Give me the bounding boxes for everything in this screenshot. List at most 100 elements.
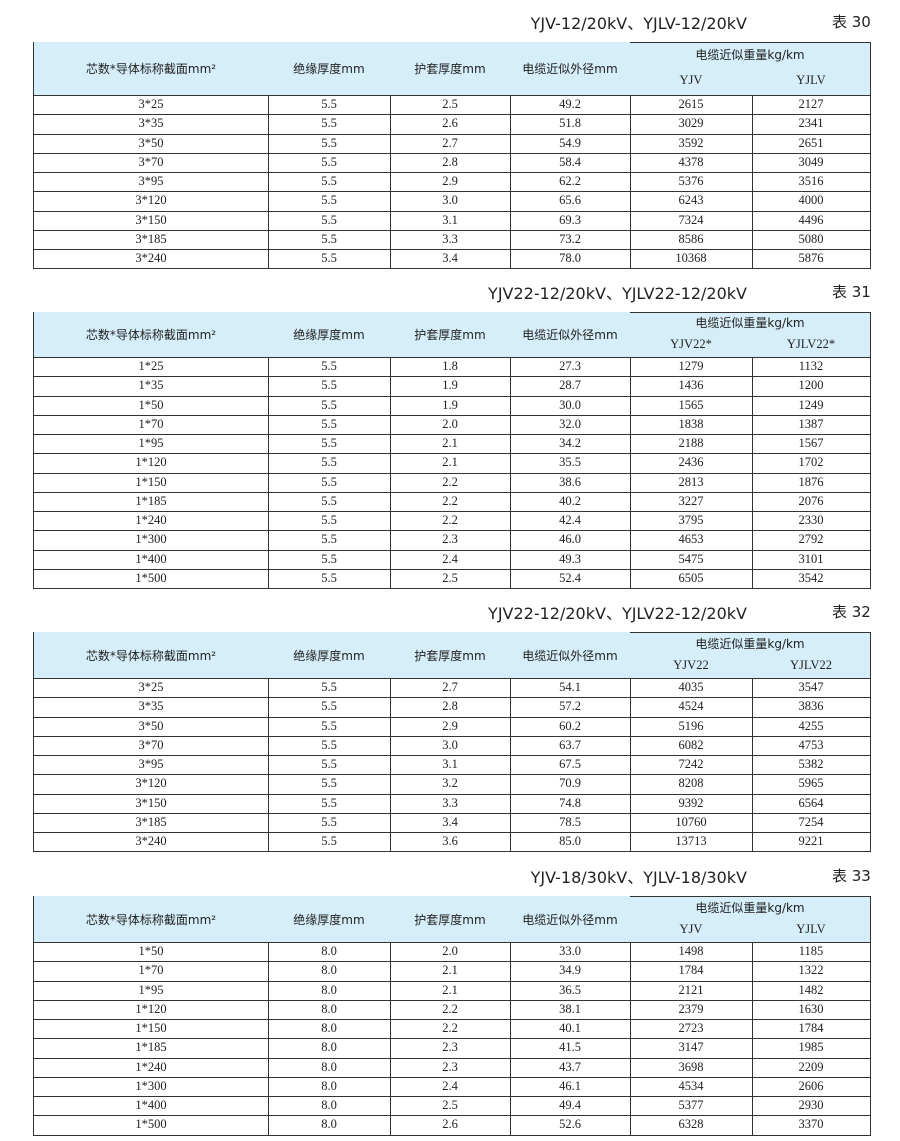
data-cell: 3795 [630, 511, 753, 532]
data-cell: 3*240 [33, 249, 269, 270]
data-cell: 78.5 [510, 812, 631, 833]
data-cell: 2341 [752, 114, 871, 135]
data-cell: 8.0 [268, 1115, 391, 1136]
data-cell: 1*70 [33, 414, 269, 435]
data-cell: 52.4 [510, 568, 631, 589]
table-title: YJV22-12/20kV、YJLV22-12/20kV [488, 604, 747, 623]
data-cell: 1*300 [33, 1076, 269, 1097]
data-cell: 60.2 [510, 716, 631, 737]
data-cell: 1*50 [33, 395, 269, 416]
data-cell: 54.1 [510, 678, 631, 699]
data-cell: 49.3 [510, 549, 631, 570]
header-cell: 绝缘厚度mm [268, 312, 391, 358]
data-cell: 1.9 [390, 376, 511, 397]
data-cell: 1*300 [33, 530, 269, 551]
data-cell: 2.2 [390, 1019, 511, 1040]
data-cell: 5376 [630, 172, 753, 193]
data-cell: 6243 [630, 191, 753, 212]
data-cell: 2.9 [390, 172, 511, 193]
data-cell: 52.6 [510, 1115, 631, 1136]
data-cell: 2.3 [390, 1038, 511, 1059]
table-label: 表 30 [832, 13, 871, 31]
data-cell: 1*50 [33, 942, 269, 963]
data-cell: 8.0 [268, 1038, 391, 1059]
data-cell: 3547 [752, 678, 871, 699]
data-cell: 3029 [630, 114, 753, 135]
data-cell: 3*95 [33, 755, 269, 776]
data-cell: 2.2 [390, 472, 511, 493]
data-cell: 1*185 [33, 491, 269, 512]
data-cell: 54.9 [510, 133, 631, 154]
data-cell: 1*70 [33, 961, 269, 982]
data-cell: 4255 [752, 716, 871, 737]
data-cell: 51.8 [510, 114, 631, 135]
data-cell: 2.1 [390, 453, 511, 474]
data-cell: 1*95 [33, 434, 269, 455]
data-cell: 13713 [630, 832, 753, 853]
sub-header-cell: YJV22* [630, 332, 753, 358]
data-cell: 3*185 [33, 229, 269, 250]
data-cell: 1985 [752, 1038, 871, 1059]
sub-header-cell: YJV22 [630, 653, 753, 679]
data-cell: 5.5 [268, 793, 391, 814]
data-cell: 2.2 [390, 511, 511, 532]
data-cell: 1436 [630, 376, 753, 397]
data-cell: 3049 [752, 152, 871, 173]
data-cell: 4378 [630, 152, 753, 173]
data-cell: 1784 [630, 961, 753, 982]
data-cell: 3.1 [390, 755, 511, 776]
data-cell: 7242 [630, 755, 753, 776]
data-cell: 5.5 [268, 453, 391, 474]
data-cell: 3836 [752, 697, 871, 718]
data-cell: 1*185 [33, 1038, 269, 1059]
data-cell: 2.5 [390, 568, 511, 589]
data-cell: 8.0 [268, 1057, 391, 1078]
data-cell: 3.0 [390, 735, 511, 756]
data-cell: 46.0 [510, 530, 631, 551]
data-cell: 10368 [630, 249, 753, 270]
data-cell: 1*400 [33, 1096, 269, 1117]
data-cell: 34.9 [510, 961, 631, 982]
header-cell: 绝缘厚度mm [268, 896, 391, 943]
data-cell: 5.5 [268, 530, 391, 551]
data-cell: 73.2 [510, 229, 631, 250]
data-cell: 2651 [752, 133, 871, 154]
data-cell: 4496 [752, 210, 871, 231]
data-cell: 62.2 [510, 172, 631, 193]
data-cell: 3.4 [390, 812, 511, 833]
data-cell: 2.4 [390, 549, 511, 570]
data-cell: 6505 [630, 568, 753, 589]
header-cell: 电缆近似重量kg/km [630, 312, 871, 333]
header-cell: 电缆近似重量kg/km [630, 632, 871, 654]
data-cell: 2330 [752, 511, 871, 532]
data-cell: 3542 [752, 568, 871, 589]
data-cell: 27.3 [510, 357, 631, 378]
data-cell: 33.0 [510, 942, 631, 963]
data-cell: 3592 [630, 133, 753, 154]
data-cell: 1*500 [33, 1115, 269, 1136]
data-cell: 5377 [630, 1096, 753, 1117]
data-cell: 3*120 [33, 774, 269, 795]
data-cell: 5.5 [268, 172, 391, 193]
data-cell: 3*70 [33, 152, 269, 173]
data-cell: 1*150 [33, 472, 269, 493]
data-cell: 6564 [752, 793, 871, 814]
header-cell: 电缆近似外径mm [510, 632, 631, 679]
data-cell: 2.7 [390, 133, 511, 154]
data-cell: 38.1 [510, 999, 631, 1020]
data-cell: 2379 [630, 999, 753, 1020]
data-cell: 1*400 [33, 549, 269, 570]
header-cell: 芯数*导体标称截面mm² [33, 42, 269, 96]
data-cell: 4524 [630, 697, 753, 718]
data-cell: 5.5 [268, 191, 391, 212]
data-cell: 1*240 [33, 511, 269, 532]
data-cell: 5.5 [268, 735, 391, 756]
header-cell: 护套厚度mm [390, 42, 511, 96]
data-cell: 4000 [752, 191, 871, 212]
data-cell: 1*150 [33, 1019, 269, 1040]
sub-header-cell: YJLV22* [752, 332, 871, 358]
data-cell: 1279 [630, 357, 753, 378]
data-cell: 1*240 [33, 1057, 269, 1078]
data-cell: 5.5 [268, 152, 391, 173]
data-cell: 2813 [630, 472, 753, 493]
